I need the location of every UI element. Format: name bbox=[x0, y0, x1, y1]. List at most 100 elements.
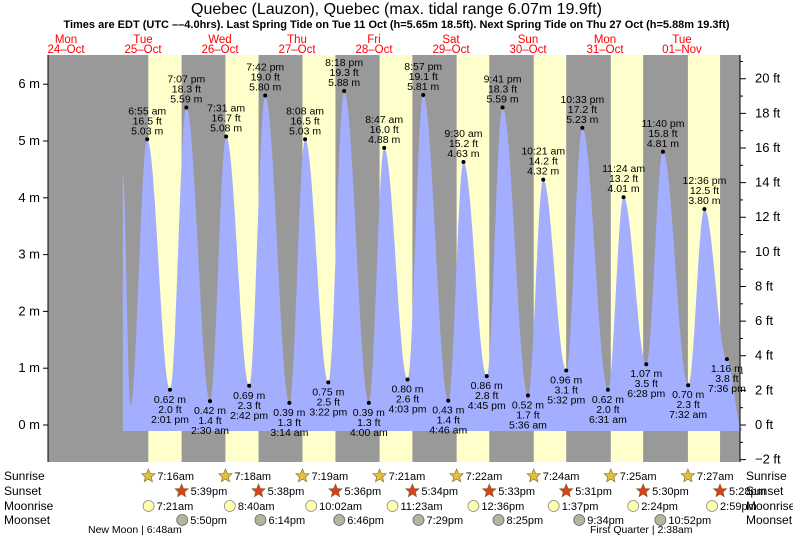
sunset-time: 5:39pm bbox=[191, 486, 228, 498]
date-label: 29–Oct bbox=[432, 44, 470, 56]
low-tide-time: 6:28 pm bbox=[627, 388, 665, 400]
sunset-icon bbox=[635, 483, 651, 498]
high-tide-time: 8:47 am bbox=[365, 114, 403, 126]
high-tide-point bbox=[621, 195, 626, 200]
day-of-week-label: Sat bbox=[442, 34, 460, 46]
low-tide-meters: 0.62 m bbox=[154, 394, 186, 406]
low-tide-time: 4:03 pm bbox=[389, 404, 427, 416]
low-tide-meters: 0.75 m bbox=[312, 386, 344, 398]
low-tide-point bbox=[644, 362, 649, 367]
low-tide-feet: 2.0 ft bbox=[596, 404, 619, 416]
sunrise-time: 7:16am bbox=[157, 471, 194, 483]
sunset-icon bbox=[712, 483, 728, 498]
high-tide-time: 11:40 pm bbox=[641, 118, 684, 130]
high-tide-meters: 4.01 m bbox=[608, 183, 640, 195]
sunrise-icon bbox=[140, 468, 156, 483]
high-tide-feet: 15.8 ft bbox=[648, 128, 677, 140]
sunset-time: 5:33pm bbox=[498, 486, 535, 498]
sunrise-time: 7:24am bbox=[543, 471, 580, 483]
high-tide-point bbox=[224, 134, 229, 139]
moonset-time: 5:50pm bbox=[190, 515, 227, 527]
chart-title: Quebec (Lauzon), Quebec (max. tidal rang… bbox=[191, 1, 602, 18]
y-axis-feet: −2 ft 0 ft 2 ft 4 ft 6 ft 8 ft 10 ft 12 ft 14 ft… bbox=[739, 55, 781, 467]
high-tide-feet: 16.5 ft bbox=[290, 115, 319, 127]
y2-tick-label: 0 ft bbox=[755, 417, 773, 432]
y2-tick-label: 8 ft bbox=[755, 278, 773, 293]
sunset-icon bbox=[558, 483, 574, 498]
low-tide-point bbox=[208, 399, 213, 404]
low-tide-meters: 0.70 m bbox=[672, 389, 704, 401]
low-tide-feet: 1.7 ft bbox=[516, 409, 539, 421]
day-of-week-label: Tue bbox=[672, 34, 691, 46]
high-tide-meters: 4.88 m bbox=[368, 134, 400, 146]
day-of-week-label: Mon bbox=[55, 34, 77, 46]
chart-subtitle: Times are EDT (UTC ––4.0hrs). Last Sprin… bbox=[63, 19, 730, 31]
sunset-icon bbox=[404, 483, 420, 498]
moonrise-icon bbox=[706, 500, 718, 512]
high-tide-point bbox=[580, 125, 585, 130]
high-tide-meters: 4.63 m bbox=[447, 148, 479, 160]
high-tide-feet: 14.2 ft bbox=[529, 156, 558, 168]
high-tide-point bbox=[702, 207, 707, 212]
low-tide-feet: 2.3 ft bbox=[676, 399, 699, 411]
low-tide-meters: 0.39 m bbox=[273, 407, 305, 419]
sunrise-icon bbox=[295, 468, 310, 483]
y2-tick-label: 14 ft bbox=[755, 175, 781, 190]
low-tide-meters: 0.52 m bbox=[512, 399, 544, 411]
moonrise-icon bbox=[467, 500, 480, 512]
moonset-time: 10:52pm bbox=[668, 515, 711, 527]
high-tide-meters: 5.59 m bbox=[170, 93, 202, 105]
moonset-time: 6:46pm bbox=[347, 515, 384, 527]
low-tide-point bbox=[525, 393, 530, 398]
high-tide-meters: 4.32 m bbox=[527, 166, 559, 178]
low-tide-feet: 2.6 ft bbox=[396, 394, 419, 406]
low-tide-feet: 1.3 ft bbox=[278, 417, 301, 429]
low-tide-point bbox=[247, 383, 252, 388]
low-tide-meters: 1.07 m bbox=[630, 368, 662, 380]
y2-tick-label: 20 ft bbox=[755, 71, 781, 86]
moonrise-time: 12:36pm bbox=[481, 501, 524, 513]
low-tide-feet: 3.1 ft bbox=[555, 384, 578, 396]
low-tide-time: 3:22 pm bbox=[309, 406, 347, 418]
sunset-time: 5:30pm bbox=[652, 486, 689, 498]
high-tide-time: 8:57 pm bbox=[404, 61, 442, 73]
moonset-icon bbox=[573, 514, 586, 526]
y-tick-label: 5 m bbox=[18, 133, 40, 148]
low-tide-point bbox=[366, 400, 371, 405]
high-tide-point bbox=[303, 137, 308, 142]
sunset-icon bbox=[328, 483, 343, 498]
sunrise-row-label-left: Sunrise bbox=[4, 469, 45, 483]
high-tide-feet: 16.0 ft bbox=[370, 124, 399, 136]
moonset-time: 6:14pm bbox=[268, 515, 305, 527]
moonrise-time: 10:02am bbox=[319, 501, 362, 513]
low-tide-point bbox=[287, 400, 292, 405]
high-tide-time: 8:18 pm bbox=[325, 57, 363, 69]
low-tide-point bbox=[484, 374, 489, 379]
moonset-time: 9:34pm bbox=[587, 515, 624, 527]
low-tide-time: 7:32 am bbox=[669, 409, 707, 421]
low-tide-feet: 3.5 ft bbox=[635, 378, 658, 390]
high-tide-meters: 5.03 m bbox=[289, 125, 321, 137]
sunset-row-label-left: Sunset bbox=[4, 484, 42, 498]
high-tide-feet: 19.3 ft bbox=[330, 67, 359, 79]
day-of-week-label: Fri bbox=[367, 34, 380, 46]
high-tide-meters: 4.81 m bbox=[647, 138, 679, 150]
high-tide-feet: 13.2 ft bbox=[609, 173, 638, 185]
moonrise-row-label-left: Moonrise bbox=[4, 499, 54, 513]
high-tide-meters: 5.08 m bbox=[210, 122, 242, 134]
high-tide-point bbox=[660, 149, 665, 154]
moonset-time: 7:29pm bbox=[426, 515, 463, 527]
moonset-row-label-right: Moonset bbox=[746, 513, 793, 527]
high-tide-feet: 15.2 ft bbox=[449, 138, 478, 150]
y2-tick-label: 2 ft bbox=[755, 382, 773, 397]
moonrise-row-label-right: Moonrise bbox=[746, 499, 793, 513]
low-tide-meters: 0.69 m bbox=[233, 390, 265, 402]
high-tide-meters: 3.80 m bbox=[688, 195, 720, 207]
low-tide-meters: 0.43 m bbox=[432, 405, 464, 417]
moonset-icon bbox=[254, 514, 267, 526]
moonset-icon bbox=[654, 514, 667, 526]
sunrise-time: 7:25am bbox=[620, 471, 657, 483]
low-tide-time: 5:36 am bbox=[509, 419, 547, 431]
chart-header: Quebec (Lauzon), Quebec (max. tidal rang… bbox=[0, 0, 793, 32]
